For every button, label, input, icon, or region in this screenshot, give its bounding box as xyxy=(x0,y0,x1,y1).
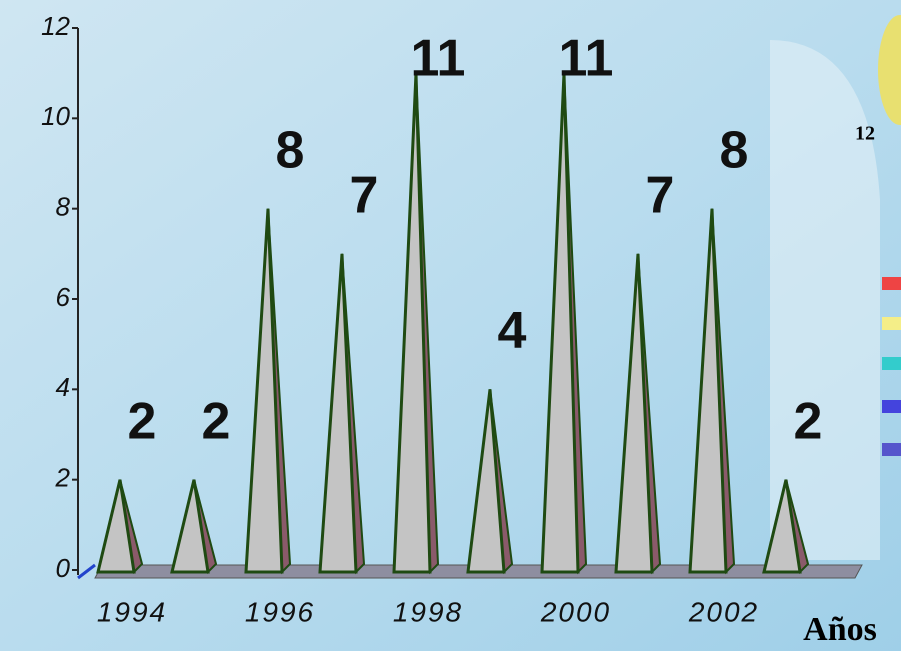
value-label: 2 xyxy=(794,392,823,450)
value-label: 7 xyxy=(350,167,379,225)
bar xyxy=(540,73,580,574)
bar xyxy=(614,253,654,574)
x-tick-label: 1998 xyxy=(393,596,463,627)
legend-swatch xyxy=(882,357,901,370)
bar xyxy=(688,208,728,574)
bar xyxy=(96,479,136,574)
y-tick-label: 12 xyxy=(41,11,70,41)
x-tick-label: 1996 xyxy=(245,596,315,627)
legend-fragment xyxy=(878,15,901,125)
x-axis-corner xyxy=(77,563,96,580)
x-tick-label: 1994 xyxy=(97,596,167,627)
bar xyxy=(466,389,506,574)
value-label: 8 xyxy=(276,121,305,179)
legend-swatch xyxy=(882,400,901,413)
bar xyxy=(318,253,358,574)
legend-swatch xyxy=(882,317,901,330)
y-tick-label: 6 xyxy=(56,282,71,312)
legend-swatch xyxy=(882,443,901,456)
value-label: 2 xyxy=(128,392,157,450)
y-tick-label: 2 xyxy=(55,463,71,493)
x-axis-label: Años xyxy=(803,611,877,648)
value-label: 11 xyxy=(411,30,466,88)
y-tick-label: 10 xyxy=(41,101,70,131)
background-shape xyxy=(770,40,880,560)
value-label: 2 xyxy=(202,392,231,450)
bar xyxy=(170,479,210,574)
bar xyxy=(762,479,802,574)
y-tick-label: 0 xyxy=(56,553,71,583)
value-label: 8 xyxy=(720,121,749,179)
legend-swatch xyxy=(882,277,901,290)
y-tick-label: 4 xyxy=(56,372,70,402)
value-label: 7 xyxy=(646,167,675,225)
bar xyxy=(244,208,284,574)
value-label: 4 xyxy=(498,302,527,360)
y-tick-label: 8 xyxy=(56,192,71,222)
side-text: 12 xyxy=(855,123,875,145)
x-tick-label: 2002 xyxy=(688,596,759,627)
bar xyxy=(392,73,432,574)
x-tick-label: 2000 xyxy=(540,596,611,627)
value-label: 11 xyxy=(559,30,614,88)
